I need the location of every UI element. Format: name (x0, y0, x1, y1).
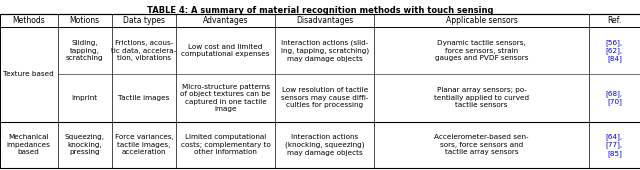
Text: Imprint: Imprint (72, 95, 98, 101)
Text: [56],
[62],
[84]: [56], [62], [84] (606, 39, 623, 62)
Text: Tactile images: Tactile images (118, 95, 170, 101)
Text: Squeezing,
knocking,
pressing: Squeezing, knocking, pressing (65, 134, 105, 155)
Text: Advantages: Advantages (203, 16, 248, 25)
Text: Texture based: Texture based (3, 71, 54, 77)
Text: Planar array sensors; po-
tentially applied to curved
tactile sensors: Planar array sensors; po- tentially appl… (434, 87, 529, 108)
Text: Micro-structure patterns
of object textures can be
captured in one tactile
image: Micro-structure patterns of object textu… (180, 83, 271, 112)
Text: Frictions, acous-
tic data, accelera-
tion, vibrations: Frictions, acous- tic data, accelera- ti… (111, 40, 177, 61)
Text: Methods: Methods (12, 16, 45, 25)
Text: Applicable sensors: Applicable sensors (445, 16, 518, 25)
Text: Low resolution of tactile
sensors may cause diffi-
culties for processing: Low resolution of tactile sensors may ca… (281, 87, 369, 108)
Text: Low cost and limited
computational expenses: Low cost and limited computational expen… (181, 44, 270, 57)
Text: Accelerometer-based sen-
sors, force sensors and
tactile array sensors: Accelerometer-based sen- sors, force sen… (435, 134, 529, 155)
Text: Disadvantages: Disadvantages (296, 16, 353, 25)
Text: Motions: Motions (70, 16, 100, 25)
Text: Ref.: Ref. (607, 16, 621, 25)
Text: Limited computational
costs; complementary to
other information: Limited computational costs; complementa… (180, 134, 271, 155)
Text: Force variances,
tactile images,
acceleration: Force variances, tactile images, acceler… (115, 134, 173, 155)
Text: [68],
[70]: [68], [70] (606, 90, 623, 105)
Text: Data types: Data types (123, 16, 165, 25)
Text: Dynamic tactile sensors,
force sensors, strain
gauges and PVDF sensors: Dynamic tactile sensors, force sensors, … (435, 40, 529, 61)
Text: TABLE 4: A summary of material recognition methods with touch sensing: TABLE 4: A summary of material recogniti… (147, 6, 493, 15)
Text: Interaction actions
(knocking, squeezing)
may damage objects: Interaction actions (knocking, squeezing… (285, 134, 365, 156)
Text: Mechanical
impedances
based: Mechanical impedances based (7, 134, 51, 155)
Text: Sliding,
tapping,
scratching: Sliding, tapping, scratching (66, 40, 104, 61)
Text: [64],
[77],
[85]: [64], [77], [85] (606, 133, 623, 157)
Text: Interaction actions (slid-
ing, tapping, scratching)
may damage objects: Interaction actions (slid- ing, tapping,… (281, 40, 369, 62)
